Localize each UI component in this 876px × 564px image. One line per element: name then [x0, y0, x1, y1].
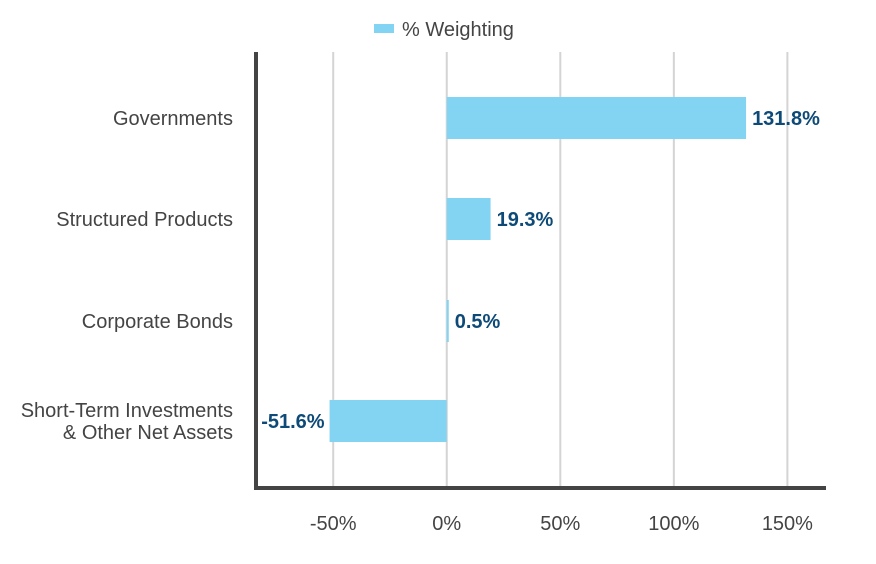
legend-swatch [374, 24, 394, 33]
category-label: Short-Term Investments [21, 400, 233, 422]
x-tick-label: -50% [310, 513, 357, 535]
category-label: Corporate Bonds [82, 311, 233, 333]
x-tick-label: 50% [540, 513, 580, 535]
x-tick-label: 100% [648, 513, 699, 535]
bar [446, 300, 449, 342]
data-label: -51.6% [261, 411, 325, 433]
category-label: Governments [113, 108, 233, 130]
bar [329, 400, 447, 442]
legend-label: % Weighting [402, 19, 514, 41]
x-tick-label: 0% [432, 513, 461, 535]
x-tick-label: 150% [762, 513, 813, 535]
legend: % Weighting [374, 19, 514, 41]
labels: -50% 0% 50% 100% 150% 131.8% 19.3% 0.5% -51.6% Go… [21, 108, 820, 535]
bar [446, 97, 747, 139]
data-label: 19.3% [497, 209, 554, 231]
bars [329, 97, 747, 442]
data-label: 131.8% [752, 108, 820, 130]
axes [254, 52, 826, 490]
bar [446, 198, 491, 240]
category-label: Structured Products [56, 209, 233, 231]
data-label: 0.5% [455, 311, 501, 333]
category-label: & Other Net Assets [63, 422, 233, 444]
